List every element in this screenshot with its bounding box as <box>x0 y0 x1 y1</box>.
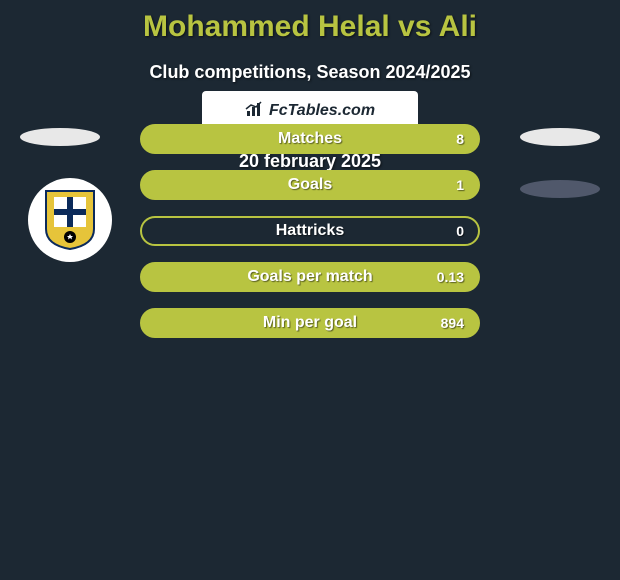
stat-bar: Hattricks0 <box>140 216 480 246</box>
stat-value: 8 <box>456 131 464 147</box>
stat-value: 0 <box>456 223 464 239</box>
club-badge <box>28 178 112 262</box>
stat-bar: Goals1 <box>140 170 480 200</box>
stats-panel: Matches8Goals1Hattricks0Goals per match0… <box>140 124 480 354</box>
brand-text: FcTables.com <box>269 102 375 120</box>
stat-label: Hattricks <box>156 222 464 240</box>
page-subtitle: Club competitions, Season 2024/2025 <box>0 62 620 83</box>
stat-label: Goals <box>156 176 464 194</box>
shield-icon <box>44 189 96 251</box>
stat-value: 894 <box>441 315 464 331</box>
stat-label: Matches <box>156 130 464 148</box>
stat-value: 1 <box>456 177 464 193</box>
stat-label: Min per goal <box>156 314 464 332</box>
page-title: Mohammed Helal vs Ali <box>0 0 620 44</box>
stat-bar: Goals per match0.13 <box>140 262 480 292</box>
stat-bar: Matches8 <box>140 124 480 154</box>
right-avatar-placeholder-1 <box>520 128 600 146</box>
right-avatar-placeholder-2 <box>520 180 600 198</box>
stat-bar: Min per goal894 <box>140 308 480 338</box>
stat-label: Goals per match <box>156 268 464 286</box>
chart-icon <box>245 101 263 122</box>
stat-value: 0.13 <box>437 269 464 285</box>
left-avatar-placeholder <box>20 128 100 146</box>
